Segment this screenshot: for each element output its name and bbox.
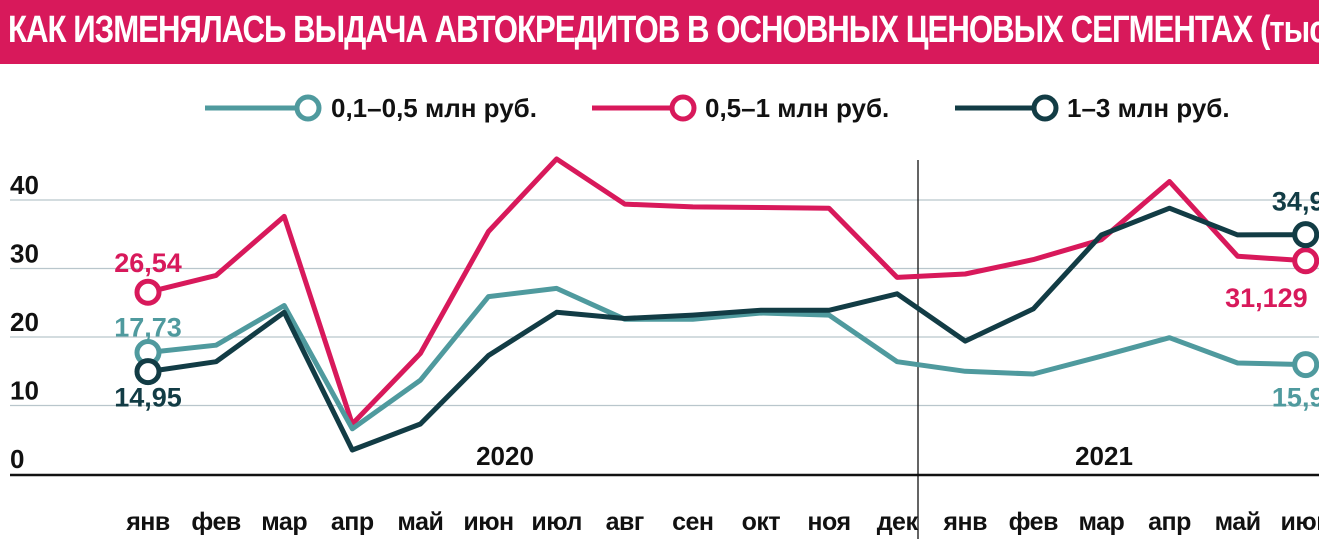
data-point-marker: [1292, 351, 1319, 379]
data-point-marker: [134, 278, 162, 306]
y-tick-label: 20: [10, 307, 39, 337]
year-label-2020: 2020: [476, 441, 534, 471]
x-tick-label: мар: [261, 508, 307, 536]
x-tick-label: июн: [463, 508, 513, 536]
data-label: 17,73: [114, 313, 182, 343]
x-tick-label: сен: [672, 508, 713, 536]
x-tick-label: июл: [531, 508, 581, 536]
y-tick-label: 10: [10, 376, 39, 406]
y-tick-label: 30: [10, 239, 39, 269]
series: [145, 156, 1309, 453]
x-tick-label: фев: [1009, 508, 1058, 536]
legend: 0,1–0,5 млн руб. 0,5–1 млн руб. 1–3 млн ру…: [205, 93, 1230, 123]
data-point-marker: [134, 358, 162, 386]
x-tick-label: мар: [1078, 508, 1124, 536]
data-label: 34,94: [1272, 187, 1319, 217]
data-point-marker: [1292, 247, 1319, 275]
y-tick-label: 0: [10, 444, 24, 474]
x-tick-label: окт: [742, 508, 781, 536]
chart-title: КАК ИЗМЕНЯЛАСЬ ВЫДАЧА АВТОКРЕДИТОВ В ОСН…: [8, 9, 1319, 51]
title-bar: КАК ИЗМЕНЯЛАСЬ ВЫДАЧА АВТОКРЕДИТОВ В ОСН…: [0, 0, 1319, 64]
x-tick-label: ноя: [807, 508, 850, 536]
legend-marker: [294, 94, 322, 122]
markers: 26,54 17,73 14,95 34,94 31,129 15,97: [114, 187, 1319, 413]
x-tick-label: авг: [606, 508, 644, 536]
x-tick-label: янв: [942, 508, 987, 536]
x-tick-label: апр: [1148, 508, 1191, 536]
x-tick-label: янв: [125, 508, 170, 536]
data-point-marker: [1292, 221, 1319, 249]
y-tick-label: 40: [10, 170, 39, 200]
x-tick-label: фев: [191, 508, 240, 536]
grid: [10, 199, 1319, 407]
data-label: 14,95: [114, 383, 182, 413]
series-line-2: [145, 205, 1309, 453]
legend-label: 0,5–1 млн руб.: [705, 93, 889, 123]
data-label: 15,97: [1272, 383, 1319, 413]
x-tick-label: апр: [331, 508, 374, 536]
x-tick-label: дек: [877, 508, 919, 536]
series-line-0: [145, 285, 1309, 432]
data-label: 26,54: [114, 248, 182, 278]
legend-label: 1–3 млн руб.: [1067, 93, 1230, 123]
data-label: 31,129: [1225, 283, 1308, 313]
legend-marker: [669, 94, 697, 122]
legend-label: 0,1–0,5 млн руб.: [331, 93, 537, 123]
x-tick-label: июн: [1281, 508, 1319, 536]
year-label-2021: 2021: [1075, 441, 1133, 471]
legend-marker: [1031, 94, 1059, 122]
x-tick-label: май: [397, 508, 443, 536]
x-tick-label: май: [1215, 508, 1261, 536]
